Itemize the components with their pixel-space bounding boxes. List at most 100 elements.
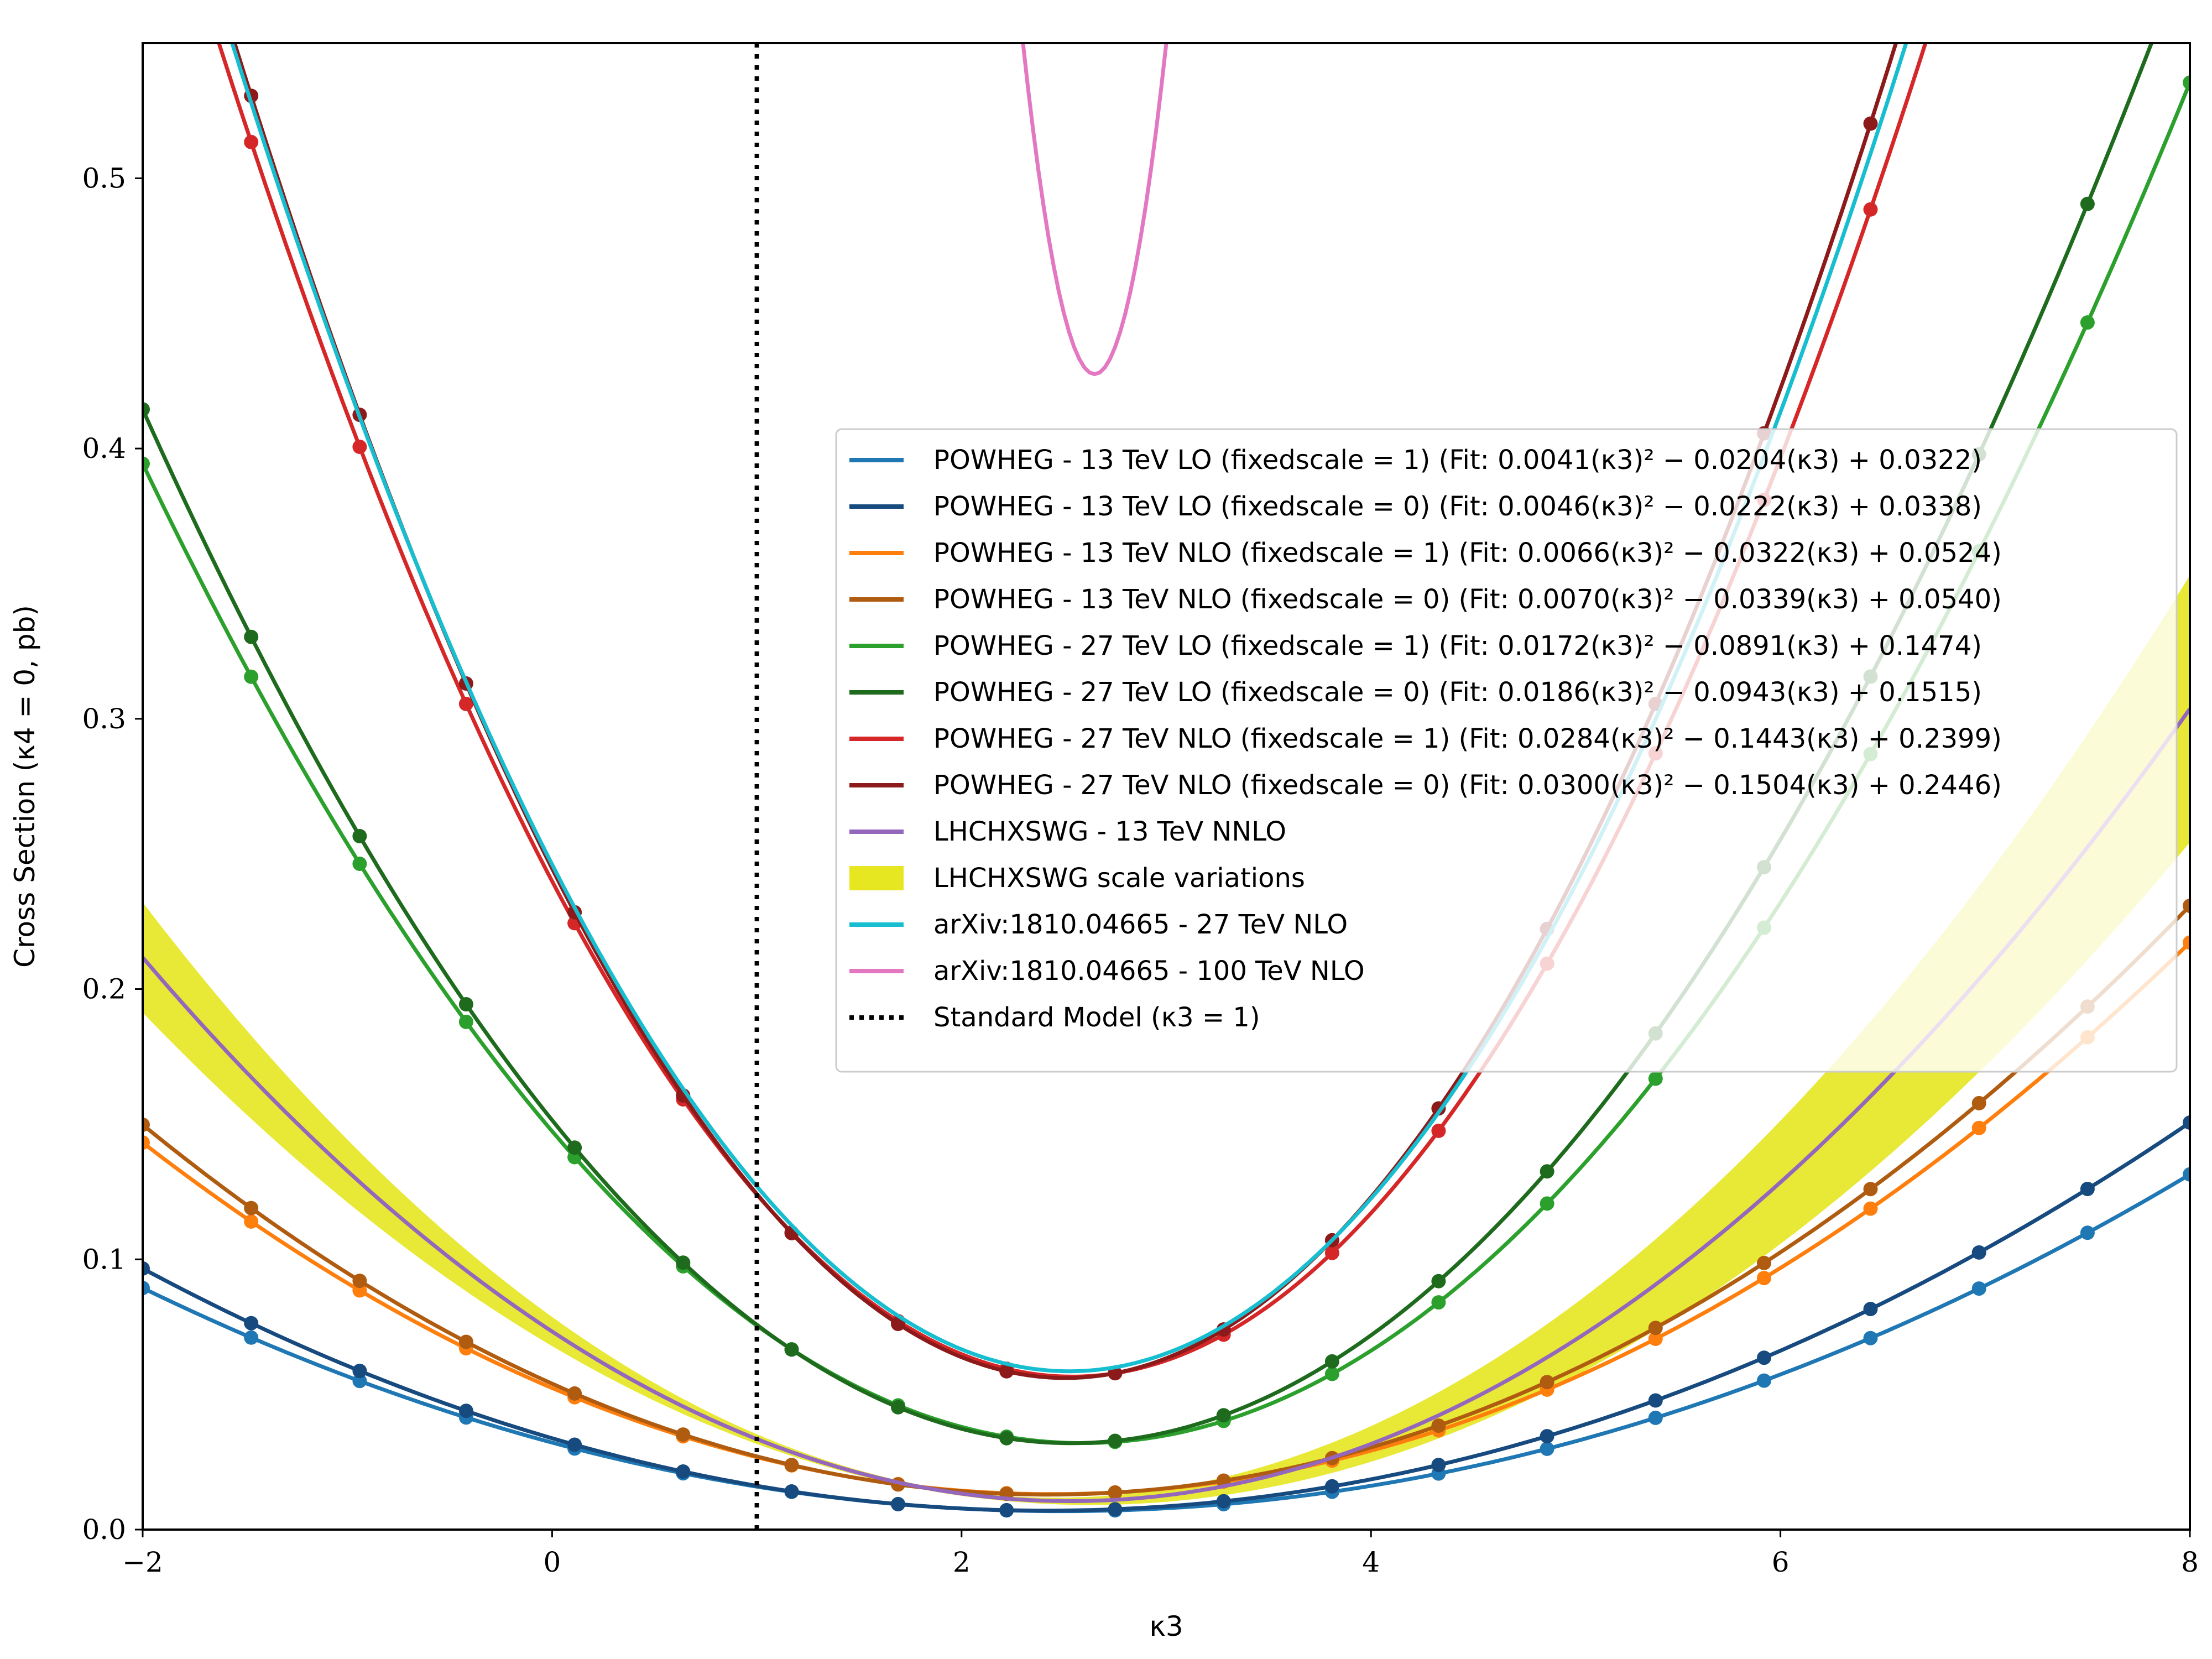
legend-label: POWHEG - 13 TeV LO (fixedscale = 1) (Fit… [933, 445, 1982, 476]
data-point [143, 456, 150, 471]
data-point [244, 1330, 259, 1345]
data-point [1757, 1255, 1771, 1270]
legend-label: arXiv:1810.04665 - 100 TeV NLO [933, 956, 1365, 987]
x-tick-label: 2 [953, 1546, 971, 1578]
data-point [784, 1458, 799, 1473]
data-point [2183, 935, 2190, 950]
data-point [1540, 1429, 1554, 1444]
legend-entry: POWHEG - 27 TeV NLO (fixedscale = 0) (Fi… [849, 770, 2002, 801]
series-10 [230, 43, 1908, 1374]
data-point [1431, 1123, 1446, 1138]
data-point [244, 1316, 259, 1331]
data-point [2080, 315, 2095, 330]
legend-entry: POWHEG - 13 TeV LO (fixedscale = 1) (Fit… [849, 445, 1982, 476]
y-tick-label: 0.3 [82, 703, 126, 735]
series-line [143, 707, 2190, 1503]
data-point [1324, 1245, 1339, 1260]
data-point [352, 1364, 367, 1378]
data-point [1216, 1494, 1231, 1509]
data-point [244, 629, 259, 644]
data-point [143, 402, 150, 417]
legend-entry: LHCHXSWG - 13 TeV NNLO [849, 816, 1286, 847]
data-point [1971, 1281, 1986, 1296]
legend-entry: POWHEG - 13 TeV NLO (fixedscale = 0) (Fi… [849, 584, 2002, 615]
data-point [1863, 116, 1878, 131]
data-point [143, 1261, 150, 1276]
legend-entry: POWHEG - 13 TeV LO (fixedscale = 0) (Fit… [849, 491, 1982, 522]
data-point [1540, 1441, 1554, 1456]
x-tick-label: 0 [543, 1546, 561, 1578]
data-point [1648, 1321, 1663, 1335]
series-line [230, 43, 1908, 1374]
legend-entry: POWHEG - 13 TeV NLO (fixedscale = 1) (Fi… [849, 538, 2002, 568]
data-point [1324, 1479, 1339, 1494]
legend-label: arXiv:1810.04665 - 27 TeV NLO [933, 909, 1348, 940]
data-point [1108, 1433, 1123, 1448]
x-tick-label: 4 [1362, 1546, 1380, 1578]
data-point [143, 1117, 150, 1132]
series-2 [143, 1115, 2190, 1517]
legend-entry: POWHEG - 27 TeV NLO (fixedscale = 1) (Fi… [849, 723, 2002, 754]
data-point [1108, 1502, 1123, 1517]
data-point [1216, 1408, 1231, 1423]
legend-swatch [849, 866, 904, 890]
data-point [244, 134, 259, 149]
data-point [1757, 1271, 1771, 1286]
series-line [143, 904, 2190, 1497]
y-axis-label: Cross Section (κ4 = 0, pb) [9, 605, 41, 968]
data-point [567, 1437, 582, 1452]
data-point [2183, 1115, 2190, 1130]
data-point [567, 1140, 582, 1155]
data-point [143, 1135, 150, 1150]
data-point [244, 1214, 259, 1229]
data-point [1863, 1182, 1878, 1197]
ticks-layer: −2 0 2 4 6 8 0.0 0.1 0.2 0.3 0.4 0.5 [82, 162, 2198, 1578]
data-point [676, 1427, 691, 1442]
y-tick-label: 0.4 [82, 432, 126, 465]
data-point [1971, 1245, 1986, 1260]
data-point [2080, 196, 2095, 211]
plot-frame [142, 42, 2191, 1531]
data-point [1540, 1375, 1554, 1390]
y-tick-label: 0.5 [82, 162, 126, 194]
data-point [891, 1497, 905, 1511]
legend-entry: arXiv:1810.04665 - 100 TeV NLO [849, 956, 1365, 987]
data-point [2183, 899, 2190, 913]
series-line [217, 43, 1928, 1379]
data-point [1540, 1196, 1554, 1211]
data-point [244, 669, 259, 684]
data-point [352, 829, 367, 843]
data-point [1324, 1354, 1339, 1369]
legend: POWHEG - 13 TeV LO (fixedscale = 1) (Fit… [835, 428, 2178, 1073]
data-point [1863, 1331, 1878, 1345]
data-point [1648, 1332, 1663, 1346]
legend-entry: POWHEG - 27 TeV LO (fixedscale = 1) (Fit… [849, 630, 1982, 661]
data-point [784, 1484, 799, 1499]
data-point [1863, 1201, 1878, 1216]
data-point [458, 997, 473, 1011]
legend-box [835, 428, 2178, 1073]
legend-entry: POWHEG - 27 TeV LO (fixedscale = 0) (Fit… [849, 677, 1982, 708]
data-point [1431, 1418, 1446, 1433]
legend-label: POWHEG - 13 TeV NLO (fixedscale = 0) (Fi… [933, 584, 2002, 615]
legend-label: POWHEG - 27 TeV LO (fixedscale = 1) (Fit… [933, 630, 1982, 661]
scale-variation-band [143, 575, 2190, 1505]
x-axis-label: κ3 [1149, 1610, 1183, 1642]
data-point [458, 1404, 473, 1418]
legend-label: LHCHXSWG - 13 TeV NNLO [933, 816, 1286, 847]
data-point [1540, 1164, 1554, 1179]
data-point [1431, 1274, 1446, 1288]
data-point [1757, 1373, 1771, 1388]
data-point [1108, 1485, 1123, 1500]
data-point [784, 1342, 799, 1357]
legend-label: POWHEG - 27 TeV NLO (fixedscale = 0) (Fi… [933, 770, 2002, 801]
legend-label: LHCHXSWG scale variations [933, 863, 1305, 894]
data-point [1971, 1120, 1986, 1135]
data-point [999, 1503, 1014, 1517]
x-tick-label: −2 [122, 1546, 163, 1578]
data-point [352, 1374, 367, 1389]
legend-label: POWHEG - 27 TeV NLO (fixedscale = 1) (Fi… [933, 723, 2002, 754]
data-point [1971, 1095, 1986, 1110]
band-layer [143, 575, 2190, 1505]
data-point [2080, 1182, 2095, 1196]
